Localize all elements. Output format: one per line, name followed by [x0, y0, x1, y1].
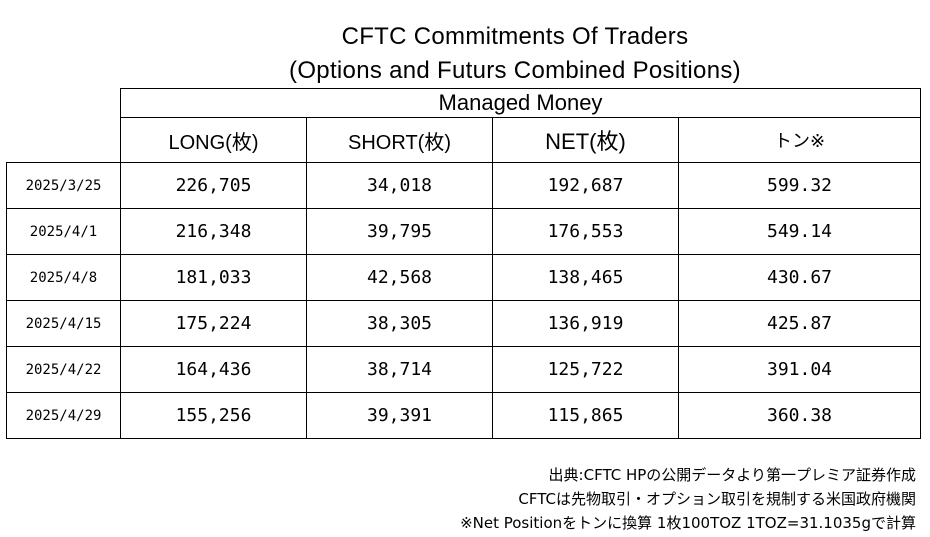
note-conversion: ※Net Positionをトンに換算 1枚100TOZ 1TOZ=31.103…	[460, 514, 916, 532]
col-header-long: LONG(枚)	[120, 117, 307, 163]
note-cftc-definition: CFTCは先物取引・オプション取引を規制する米国政府機関	[518, 490, 916, 508]
cell-net: 125,722	[492, 346, 679, 393]
table-row: 2025/3/25 226,705 34,018 192,687 599.32	[6, 162, 921, 209]
cell-short: 39,795	[306, 208, 493, 255]
table-row: 2025/4/1 216,348 39,795 176,553 549.14	[6, 208, 921, 255]
col-header-net: NET(枚)	[492, 117, 679, 163]
cell-long: 226,705	[120, 162, 307, 209]
cell-long: 181,033	[120, 254, 307, 301]
cell-ton: 430.67	[678, 254, 921, 301]
cell-short: 39,391	[306, 392, 493, 439]
col-header-short: SHORT(枚)	[306, 117, 493, 163]
row-date: 2025/4/15	[6, 300, 121, 347]
table-row: 2025/4/15 175,224 38,305 136,919 425.87	[6, 300, 921, 347]
cell-ton: 599.32	[678, 162, 921, 209]
table-row: 2025/4/8 181,033 42,568 138,465 430.67	[6, 254, 921, 301]
note-source: 出典:CFTC HPの公開データより第一プレミア証券作成	[548, 466, 916, 484]
footnotes: 出典:CFTC HPの公開データより第一プレミア証券作成 CFTCは先物取引・オ…	[460, 463, 916, 535]
row-date: 2025/4/29	[6, 392, 121, 439]
cell-long: 216,348	[120, 208, 307, 255]
title-line-1: CFTC Commitments Of Traders	[341, 23, 689, 50]
cell-ton: 360.38	[678, 392, 921, 439]
title-line-2: (Options and Futurs Combined Positions)	[289, 57, 741, 84]
cell-long: 175,224	[120, 300, 307, 347]
cell-short: 34,018	[306, 162, 493, 209]
cell-ton: 425.87	[678, 300, 921, 347]
cell-net: 138,465	[492, 254, 679, 301]
corner-blank	[7, 89, 121, 118]
chart-title: CFTC Commitments Of Traders (Options and…	[0, 20, 930, 88]
cell-short: 38,714	[306, 346, 493, 393]
group-header-managed-money: Managed Money	[120, 88, 921, 118]
cell-long: 164,436	[120, 346, 307, 393]
table-row: 2025/4/29 155,256 39,391 115,865 360.38	[6, 392, 921, 439]
cell-ton: 549.14	[678, 208, 921, 255]
row-date: 2025/4/8	[6, 254, 121, 301]
corner-blank-2	[7, 118, 121, 163]
cell-net: 192,687	[492, 162, 679, 209]
row-date: 2025/4/1	[6, 208, 121, 255]
row-date: 2025/3/25	[6, 162, 121, 209]
cell-short: 42,568	[306, 254, 493, 301]
cot-table: Managed Money LONG(枚) SHORT(枚) NET(枚) トン…	[6, 88, 921, 439]
row-date: 2025/4/22	[6, 346, 121, 393]
cell-net: 136,919	[492, 300, 679, 347]
table-row: 2025/4/22 164,436 38,714 125,722 391.04	[6, 346, 921, 393]
cell-long: 155,256	[120, 392, 307, 439]
col-header-ton: トン※	[678, 117, 921, 163]
cell-ton: 391.04	[678, 346, 921, 393]
cell-net: 115,865	[492, 392, 679, 439]
cell-net: 176,553	[492, 208, 679, 255]
cell-short: 38,305	[306, 300, 493, 347]
